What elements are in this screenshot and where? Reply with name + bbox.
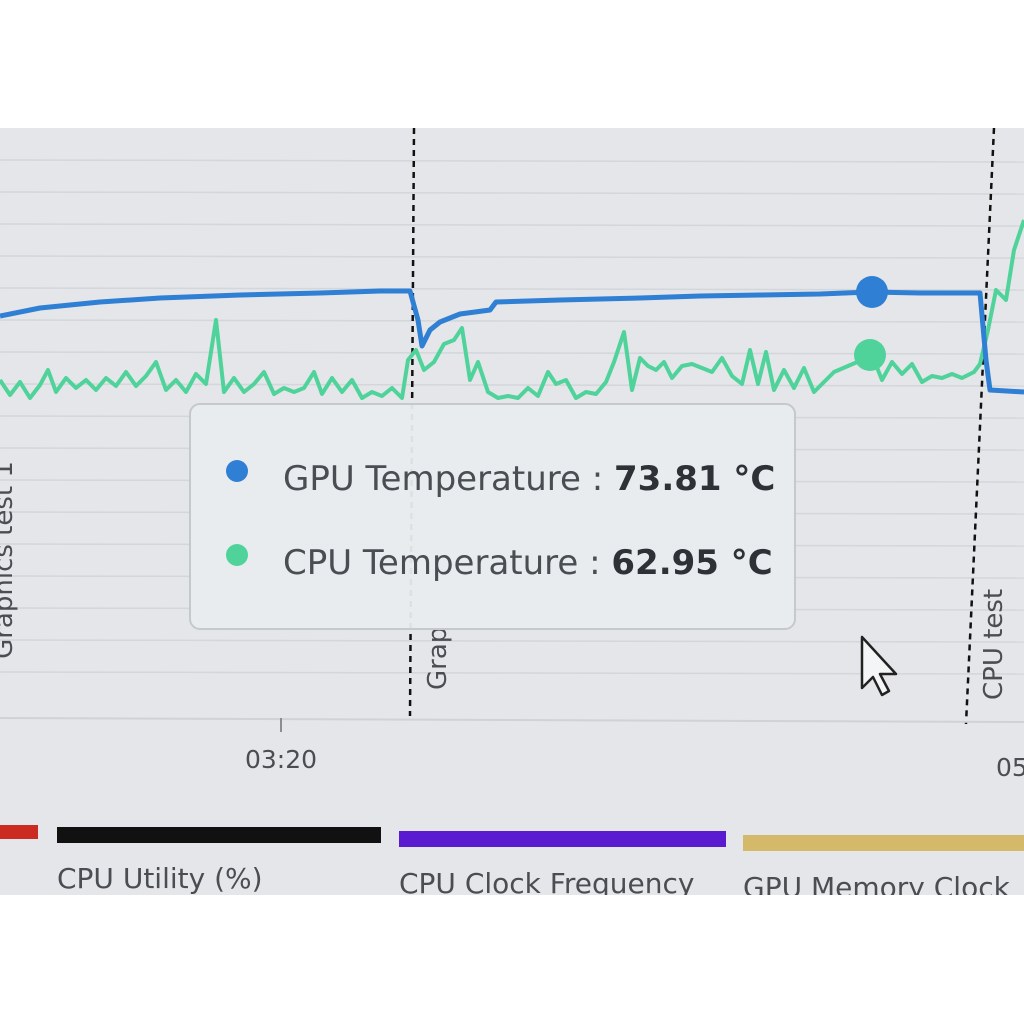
x-axis (0, 717, 1024, 723)
tooltip-dot (226, 544, 248, 566)
legend-label[interactable]: CPU Clock Frequency (399, 867, 694, 900)
marker-label: Grap (423, 627, 453, 690)
legend-swatch[interactable] (399, 831, 726, 847)
tooltip-label: GPU Temperature : (283, 459, 603, 499)
chart: Graphics test 1 Grap CPU test 03:20 05 G… (0, 128, 1024, 904)
tooltip-item: GPU Temperature : 73.81 °C (283, 459, 775, 499)
gpu-temperature-line (0, 288, 1024, 395)
legend-swatch[interactable] (0, 825, 38, 839)
x-tick-label: 05 (996, 753, 1024, 782)
tooltip-item: CPU Temperature : 62.95 °C (283, 543, 773, 583)
legend-label[interactable]: GPU Memory Clock (743, 871, 1011, 904)
marker-label: CPU test (979, 589, 1009, 700)
tooltip-label: CPU Temperature : (283, 543, 601, 583)
tooltip-value: 73.81 °C (614, 459, 775, 499)
x-tick-label: 03:20 (245, 745, 317, 774)
gpu-point (856, 276, 888, 308)
cpu-temperature-line (0, 219, 1024, 400)
legend-label[interactable]: CPU Utility (%) (57, 862, 263, 895)
legend-swatch[interactable] (57, 827, 381, 843)
cpu-point (854, 339, 886, 371)
marker-label: Graphics test 1 (0, 461, 19, 659)
event-line (964, 128, 996, 725)
cursor (860, 635, 898, 697)
tooltip-dot (226, 460, 248, 482)
tooltip (189, 403, 796, 630)
tooltip-value: 62.95 °C (611, 543, 772, 583)
legend-swatch[interactable] (743, 835, 1024, 851)
